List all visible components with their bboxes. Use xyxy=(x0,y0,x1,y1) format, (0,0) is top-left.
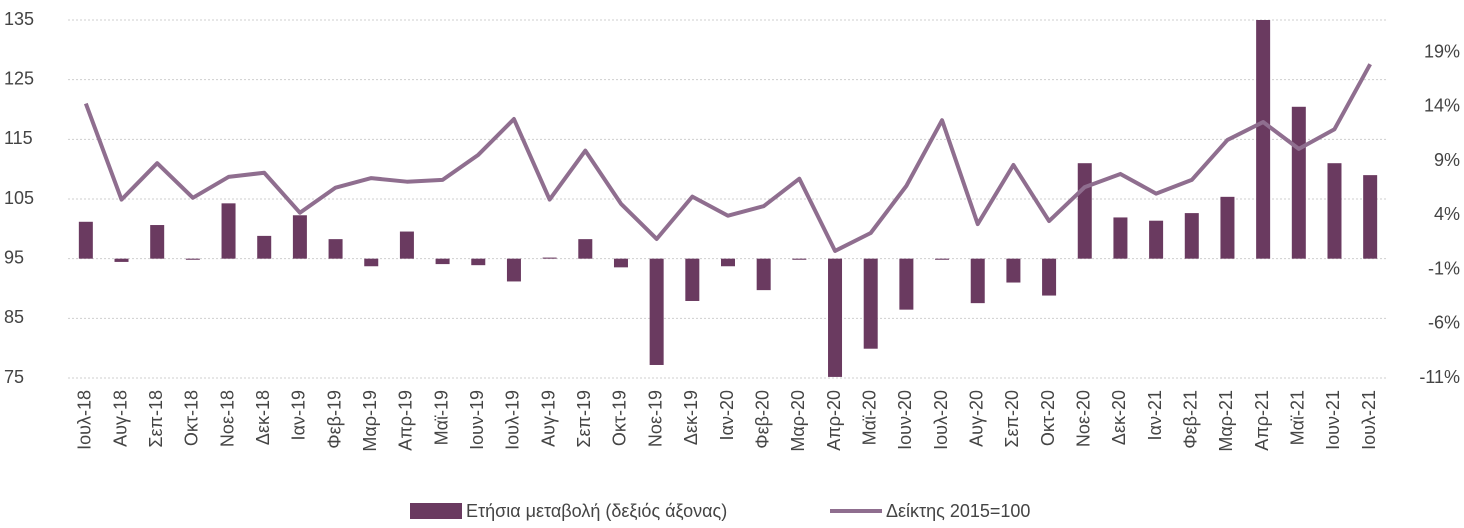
bar xyxy=(1077,163,1092,259)
bar xyxy=(328,239,343,259)
bar xyxy=(1149,220,1164,259)
x-tick-label: Οκτ-18 xyxy=(182,390,202,446)
bar xyxy=(828,258,843,377)
bar xyxy=(1006,258,1021,283)
bar xyxy=(78,221,93,259)
x-tick-label: Ιουλ-18 xyxy=(75,390,95,450)
x-tick-label: Απρ-20 xyxy=(824,390,844,451)
x-tick-label: Ιαν-19 xyxy=(289,390,309,440)
x-tick-label: Οκτ-20 xyxy=(1038,390,1058,446)
y-tick-label: 135 xyxy=(4,9,34,29)
x-tick-label: Μαρ-21 xyxy=(1216,390,1236,452)
bar xyxy=(899,258,914,310)
y-tick-label: 105 xyxy=(4,188,34,208)
x-tick-label: Ιαν-20 xyxy=(717,390,737,440)
bar xyxy=(1363,175,1378,259)
x-tick-label: Δεκ-18 xyxy=(253,390,273,445)
x-tick-label: Απρ-21 xyxy=(1252,390,1272,451)
x-tick-label: Ιουν-21 xyxy=(1323,390,1343,450)
x-tick-label: Μαρ-19 xyxy=(360,390,380,452)
bar xyxy=(506,258,521,282)
y-tick-label: 85 xyxy=(4,307,24,327)
x-tick-label: Δεκ-20 xyxy=(1109,390,1129,445)
x-tick-label: Ιουν-19 xyxy=(467,390,487,450)
legend-swatch xyxy=(410,503,462,519)
x-tick-label: Φεβ-19 xyxy=(324,390,344,449)
bar xyxy=(721,258,735,267)
bar xyxy=(292,215,307,259)
x-tick-label: Οκτ-19 xyxy=(610,390,630,446)
bar xyxy=(1220,196,1235,259)
x-tick-label: Αυγ-18 xyxy=(110,390,130,447)
y-tick-label: 95 xyxy=(4,247,24,267)
bar xyxy=(221,203,236,259)
bar xyxy=(1113,217,1128,259)
bar xyxy=(1042,258,1057,296)
x-tick-label: Μαϊ-21 xyxy=(1288,390,1308,445)
y2-tick-label: -11% xyxy=(1419,367,1460,387)
bar xyxy=(185,258,200,260)
bar xyxy=(685,258,700,301)
x-tick-label: Ιουλ-19 xyxy=(503,390,523,450)
bar xyxy=(471,258,486,266)
x-tick-label: Ιουλ-21 xyxy=(1359,390,1379,450)
x-tick-label: Ιαν-21 xyxy=(1145,390,1165,440)
bar xyxy=(435,258,450,265)
bar xyxy=(756,258,771,291)
x-tick-label: Μαϊ-19 xyxy=(431,390,451,445)
bar xyxy=(935,258,950,260)
x-tick-label: Φεβ-21 xyxy=(1181,390,1201,449)
bar xyxy=(970,258,985,304)
y2-tick-label: -1% xyxy=(1428,258,1460,278)
legend-label: Ετήσια μεταβολή (δεξιός άξονας) xyxy=(466,501,727,521)
x-tick-label: Νοε-20 xyxy=(1074,390,1094,447)
bar xyxy=(613,258,628,268)
bar xyxy=(792,258,807,260)
bar xyxy=(542,257,557,259)
line xyxy=(83,63,1372,253)
bar xyxy=(399,231,414,259)
y2-tick-label: 9% xyxy=(1434,150,1460,170)
x-tick-label: Νοε-18 xyxy=(217,390,237,447)
bar xyxy=(257,235,272,259)
x-tick-label: Φεβ-20 xyxy=(752,390,772,449)
legend-label: Δείκτης 2015=100 xyxy=(886,501,1030,521)
bar xyxy=(649,258,664,365)
bar xyxy=(364,258,379,267)
y-tick-label: 75 xyxy=(4,367,24,387)
x-tick-label: Ιουλ-20 xyxy=(931,390,951,450)
x-tick-label: Σεπ-19 xyxy=(574,390,594,448)
x-tick-label: Μαϊ-20 xyxy=(859,390,879,445)
x-tick-label: Απρ-19 xyxy=(396,390,416,451)
y2-tick-label: 19% xyxy=(1424,41,1460,61)
x-tick-label: Σεπ-20 xyxy=(1002,390,1022,448)
bar xyxy=(1291,106,1306,259)
bar xyxy=(1184,213,1199,259)
bar xyxy=(1327,163,1342,259)
y2-tick-label: -6% xyxy=(1428,313,1460,333)
x-tick-label: Δεκ-19 xyxy=(681,390,701,445)
bar xyxy=(863,258,878,349)
bar xyxy=(1256,20,1271,259)
x-tick-label: Σεπ-18 xyxy=(146,390,166,448)
y2-tick-label: 4% xyxy=(1434,204,1460,224)
x-tick-label: Ιουν-20 xyxy=(895,390,915,450)
x-tick-label: Αυγ-20 xyxy=(966,390,986,447)
x-tick-label: Αυγ-19 xyxy=(538,390,558,447)
bar xyxy=(578,239,593,259)
y2-tick-label: 14% xyxy=(1424,96,1460,116)
y-tick-label: 125 xyxy=(4,68,34,88)
x-tick-label: Νοε-19 xyxy=(645,390,665,447)
y-tick-label: 115 xyxy=(4,128,33,148)
bar xyxy=(150,225,165,259)
x-tick-label: Μαρ-20 xyxy=(788,390,808,452)
bar xyxy=(114,258,129,262)
